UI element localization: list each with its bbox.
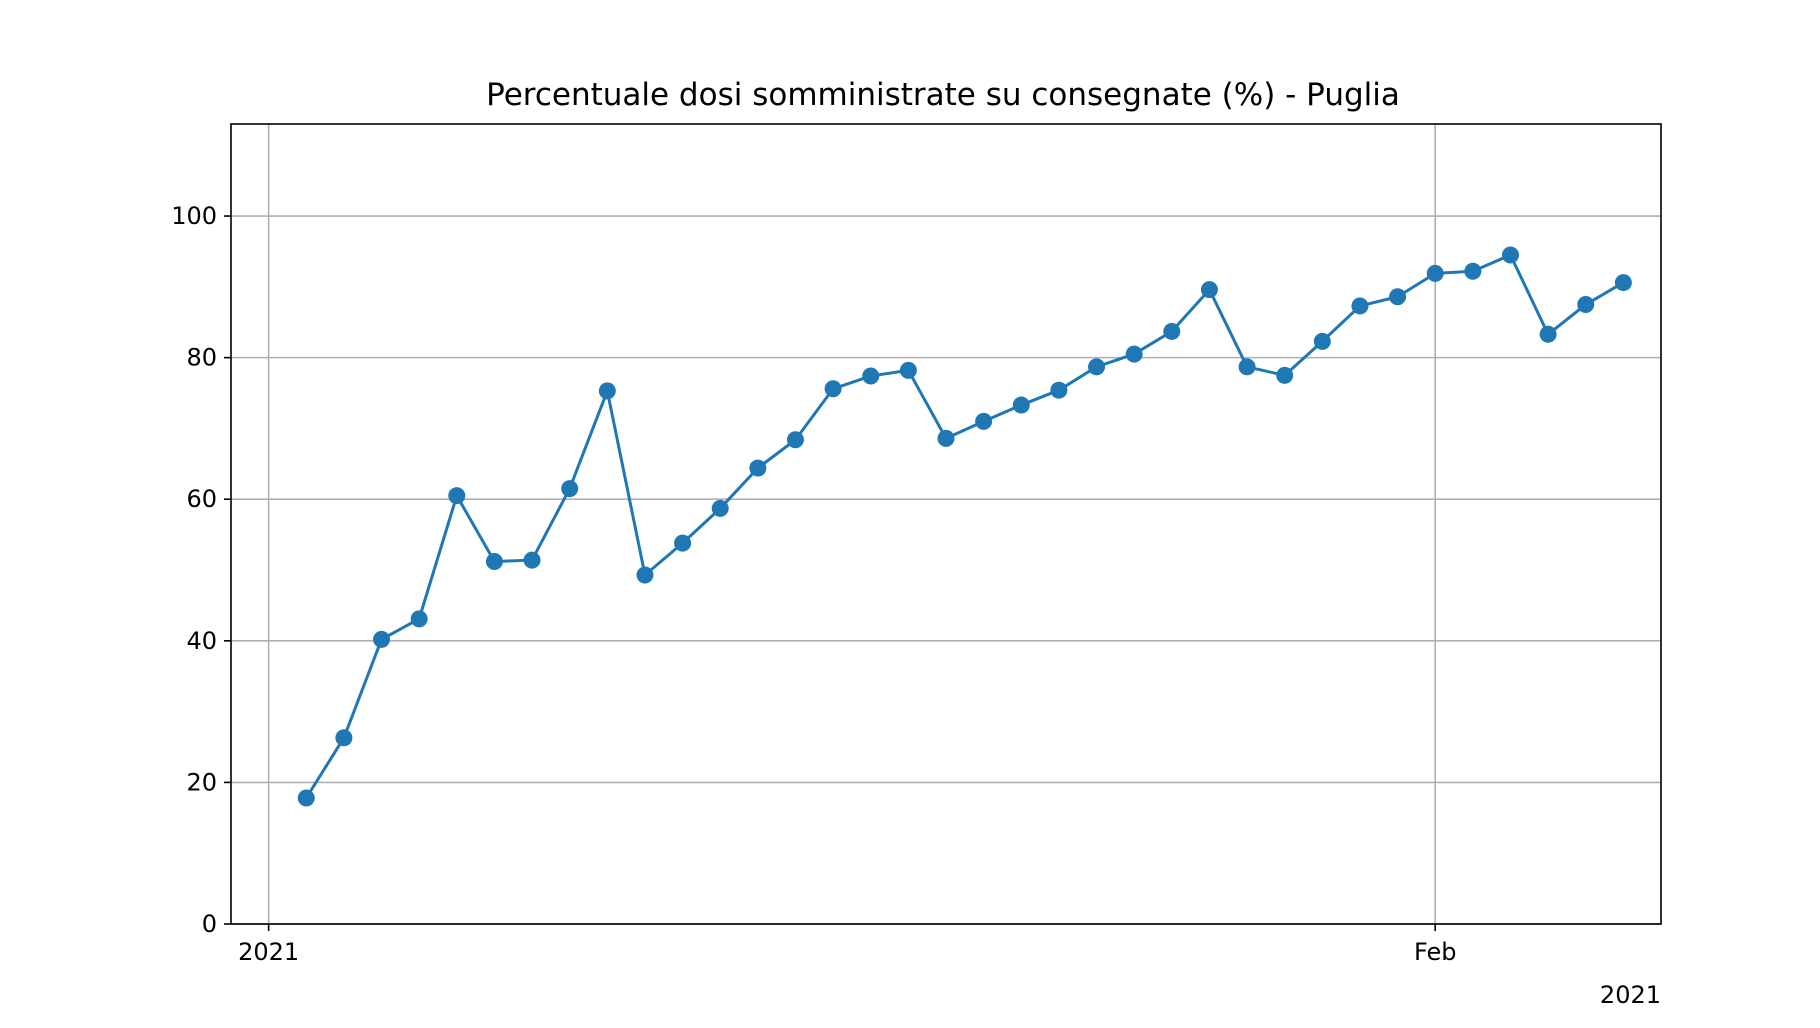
x-tick-label: Feb (1414, 938, 1457, 966)
y-axis-ticks: 0 20 40 60 80 100 (171, 202, 231, 938)
data-point (561, 480, 579, 498)
x-axis-offset-label: 2021 (1600, 981, 1661, 1009)
grid-lines (231, 124, 1661, 925)
data-point (523, 551, 541, 569)
data-point (598, 382, 616, 400)
x-axis-ticks: 2021 Feb (238, 924, 1456, 966)
data-point (862, 367, 880, 385)
data-point (975, 412, 993, 430)
data-point (1050, 381, 1068, 399)
data-point (448, 487, 466, 505)
data-point (786, 431, 804, 449)
data-point (297, 789, 315, 807)
y-tick-label: 20 (186, 768, 217, 796)
data-point (1088, 358, 1106, 376)
y-tick-label: 100 (171, 202, 217, 230)
data-point (1539, 325, 1557, 343)
y-tick-label: 40 (186, 627, 217, 655)
plot-frame (230, 123, 1662, 925)
y-tick-label: 0 (202, 910, 217, 938)
data-point (749, 459, 767, 477)
data-point (1163, 322, 1181, 340)
data-point (824, 380, 842, 398)
x-tick-label: 2021 (238, 938, 299, 966)
data-point (1426, 264, 1444, 282)
data-point (937, 429, 955, 447)
data-point (410, 610, 428, 628)
data-point (1238, 358, 1256, 376)
data-point (1200, 281, 1218, 299)
data-point (1351, 297, 1369, 315)
data-point (1577, 296, 1595, 314)
data-point (335, 729, 353, 747)
data-point (1125, 345, 1143, 363)
data-point (1276, 366, 1294, 384)
series-layer (297, 246, 1632, 807)
data-point (1313, 332, 1331, 350)
data-point (711, 499, 729, 517)
data-point (674, 534, 692, 552)
chart-title: Percentuale dosi somministrate su conseg… (486, 77, 1400, 113)
data-point (1389, 288, 1407, 306)
data-point (1012, 396, 1030, 414)
y-tick-label: 60 (186, 485, 217, 513)
data-point (1501, 246, 1519, 264)
data-point (899, 361, 917, 379)
y-tick-label: 80 (186, 344, 217, 372)
data-point (485, 553, 503, 571)
data-point (1614, 274, 1632, 292)
data-point (636, 566, 654, 584)
data-point (373, 630, 391, 648)
data-point (1464, 262, 1482, 280)
